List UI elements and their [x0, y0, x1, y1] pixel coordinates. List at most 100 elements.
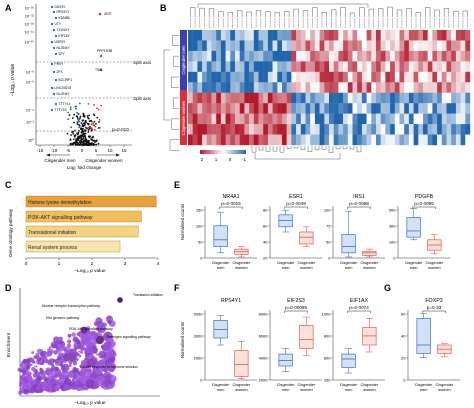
heat-cell [272, 61, 278, 73]
col-label [373, 18, 374, 28]
dendro-branch [293, 146, 299, 149]
a-point [95, 143, 98, 146]
heat-cell [366, 30, 372, 41]
heat-cell [216, 92, 222, 104]
c-bar-label: Renal system process [28, 245, 78, 251]
heat-cell [333, 82, 339, 93]
heat-cell [390, 50, 395, 62]
boxplot-xcat: women [235, 265, 248, 270]
heat-cell [413, 92, 419, 104]
boxplot-p: p=0·0068 [349, 201, 369, 206]
ann-oestrogen: Oestrogen signalling pathway [106, 335, 151, 339]
d-bubble [51, 375, 54, 378]
heat-cell [197, 124, 203, 135]
heat-cell [455, 92, 461, 104]
heat-cell [338, 124, 344, 135]
heat-cell [211, 92, 217, 104]
heat-cell [291, 30, 297, 41]
heat-cell [329, 50, 334, 62]
a-point [92, 124, 95, 126]
heat-cell [225, 30, 231, 41]
heat-cell [399, 113, 405, 125]
heat-cell [216, 103, 222, 114]
heat-cell [291, 134, 297, 146]
heat-cell [380, 61, 386, 73]
a-xtick: 5 [95, 148, 98, 153]
heat-cell [263, 113, 269, 125]
boxplot-ytick: 100 [196, 224, 203, 229]
d-bubble [35, 365, 38, 368]
heat-cell [404, 40, 410, 52]
heat-cell [460, 50, 466, 62]
heat-cell [455, 134, 461, 146]
d-bubble [51, 378, 56, 384]
heat-cell [427, 30, 433, 41]
heat-cell [371, 92, 377, 104]
heat-cell [390, 92, 395, 104]
dendro-branch [171, 118, 179, 130]
heat-cell [206, 82, 212, 93]
heat-cell [366, 92, 372, 104]
a-point [84, 138, 87, 141]
a-point [94, 125, 97, 128]
heat-cell [361, 40, 367, 52]
dendro-branch [218, 11, 224, 17]
heat-cell [211, 103, 217, 114]
boxplot-gene: FOXP3 [425, 298, 442, 304]
heat-cell [192, 134, 198, 146]
panel-f-letter: F [174, 283, 180, 293]
d-bubble [107, 315, 112, 320]
dendro-branch [172, 35, 179, 46]
heat-cell [253, 124, 259, 135]
a-point [82, 144, 85, 146]
heat-cell [385, 61, 391, 73]
d-bubble [40, 381, 43, 384]
heat-cell [418, 92, 424, 104]
heat-cell [404, 50, 410, 62]
boxplot-box [362, 250, 377, 256]
a-point [87, 131, 90, 133]
heat-cell [272, 50, 278, 62]
d-bubble [76, 358, 79, 361]
heat-cell [319, 30, 325, 41]
heat-cell [427, 61, 433, 73]
heat-cell [188, 103, 193, 114]
heat-cell [385, 113, 391, 125]
boxplot: ESR1p=0·004980604020CisgendermenCisgende… [263, 194, 322, 270]
heat-cell [423, 103, 428, 114]
col-label [378, 18, 379, 28]
heat-cell [277, 134, 283, 146]
d-bubble [27, 359, 30, 362]
heat-cell [394, 134, 400, 146]
dendro-branch [255, 10, 262, 17]
heat-cell [432, 82, 438, 93]
heat-cell [441, 71, 447, 83]
a-ytick: 10⁻¹⁴ [24, 30, 34, 35]
d-bubble [23, 359, 26, 361]
boxplot-xcat: women [300, 387, 313, 392]
panel-e-letter: E [174, 180, 180, 190]
d-bubble [107, 364, 116, 373]
d-bubble [31, 378, 34, 380]
heat-cell [230, 113, 236, 125]
heat-cell [357, 92, 363, 104]
heat-cell [338, 71, 344, 83]
dendro-branch [169, 139, 179, 151]
a-point [69, 144, 72, 146]
heat-cell [282, 82, 287, 93]
heat-cell [220, 82, 226, 93]
heat-cell [225, 82, 231, 93]
heat-cell [385, 50, 391, 62]
heat-cell [305, 124, 311, 135]
heat-cell [333, 124, 339, 135]
heat-cell [267, 71, 273, 83]
dendro-branch [300, 146, 306, 150]
heat-cell [399, 30, 405, 41]
heat-cell [432, 103, 438, 114]
heat-cell [455, 71, 461, 83]
heat-cell [282, 113, 287, 125]
heat-cell [343, 50, 348, 62]
heat-cell [230, 124, 236, 135]
dendro-branch [415, 12, 421, 17]
boxplot-ytick: 0 [200, 378, 203, 383]
